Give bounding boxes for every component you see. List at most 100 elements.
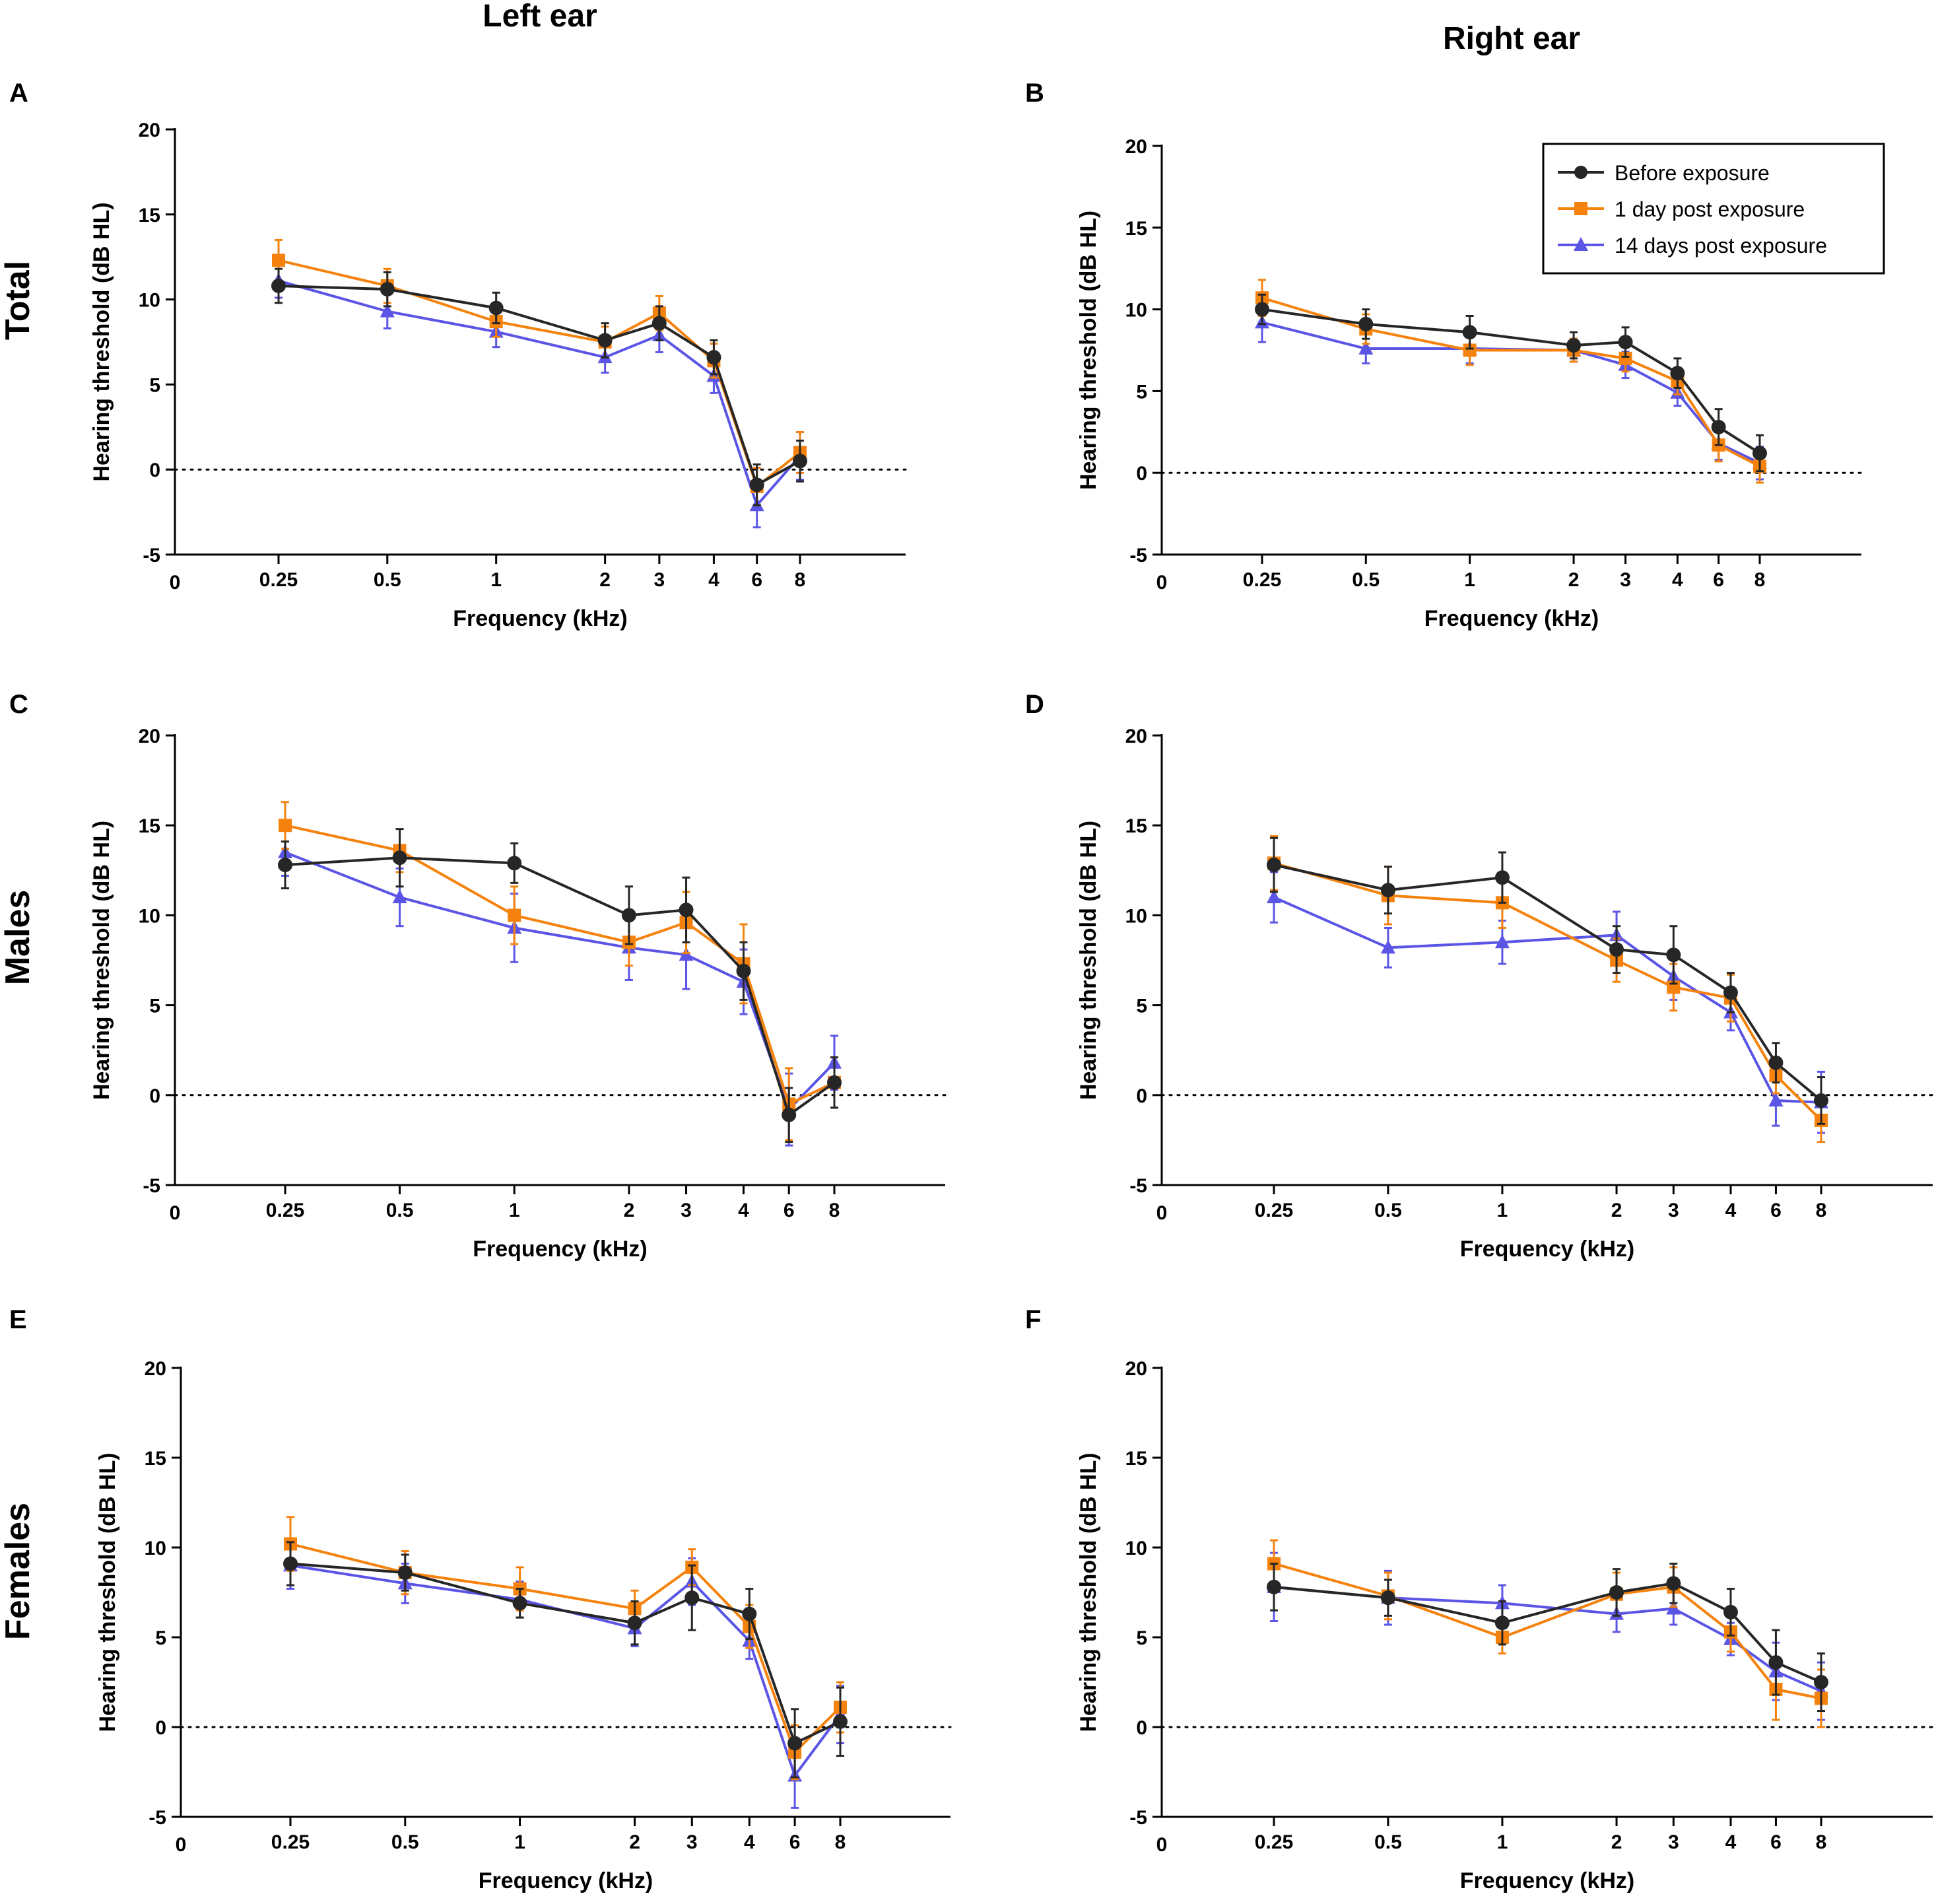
data-point-circle xyxy=(1814,1675,1828,1689)
series-line xyxy=(1273,862,1822,1122)
data-point-circle xyxy=(512,1596,527,1611)
data-point-circle xyxy=(507,856,522,871)
series-day1-c xyxy=(279,801,841,1141)
data-point-circle xyxy=(684,1590,700,1606)
data-point-triangle xyxy=(1380,939,1395,954)
series-before-f xyxy=(1267,1562,1828,1713)
y-tick-label-a: 15 xyxy=(139,205,160,226)
x-axis-title-d: Frequency (kHz) xyxy=(1460,1237,1635,1262)
x-tick-label-e: 3 xyxy=(686,1831,698,1853)
x-tick-label-a: 8 xyxy=(795,569,806,591)
data-point-circle xyxy=(827,1075,842,1090)
x-tick-label-f: 4 xyxy=(1725,1831,1737,1853)
y-tick-label-a: 10 xyxy=(139,290,160,312)
legend-marker-circle xyxy=(1574,166,1587,179)
y-tick-label-f: 0 xyxy=(1136,1717,1147,1739)
x-tick-label-a: 6 xyxy=(751,569,762,591)
y-tick-label-e: 5 xyxy=(155,1627,166,1649)
legend-item-day14: 14 days post exposure xyxy=(1558,234,1827,257)
data-point-circle xyxy=(782,1107,797,1122)
x-axis-title-e: Frequency (kHz) xyxy=(479,1868,653,1893)
data-point-circle xyxy=(1255,302,1269,317)
y-tick-label-a: 20 xyxy=(139,119,160,141)
series-before-c xyxy=(278,828,842,1143)
data-point-circle xyxy=(1462,325,1477,340)
series-line xyxy=(1273,896,1822,1104)
panel-letter-d: D xyxy=(1025,690,1044,719)
x-tick-label-d: 2 xyxy=(1611,1200,1622,1221)
data-point-triangle xyxy=(380,303,395,318)
x-tick-label-b: 3 xyxy=(1620,569,1631,591)
chart-panel-d: D -5 0 5 10 15 20 0 0.25 0.5 1 2 3 4 6 8 Frequency (kHz)… xyxy=(1025,690,1934,1262)
series-day14-d xyxy=(1267,871,1828,1134)
data-point-circle xyxy=(621,908,636,923)
series-line xyxy=(1273,1582,1822,1683)
legend-label-before: Before exposure xyxy=(1615,161,1770,185)
y-tick-label-d: 10 xyxy=(1125,905,1147,927)
panel-letter-a: A xyxy=(9,79,28,108)
series-before-b xyxy=(1255,293,1767,473)
data-point-circle xyxy=(1670,366,1685,381)
y-tick-label-f: 20 xyxy=(1125,1358,1147,1380)
data-point-circle xyxy=(1609,942,1624,957)
series-line xyxy=(278,279,801,507)
series-line xyxy=(1273,864,1822,1102)
legend-label-day1: 1 day post exposure xyxy=(1615,197,1805,221)
y-axis-title-f: Hearing threshold (dB HL) xyxy=(1076,1452,1101,1732)
y-tick-label-d: 20 xyxy=(1125,726,1147,747)
series-day14-c xyxy=(278,828,842,1147)
row-title-total: Total xyxy=(0,261,37,340)
y-tick-label-a: 5 xyxy=(149,374,160,396)
x-tick-label-a: 0.5 xyxy=(374,569,401,591)
x-tick-label-b: 1 xyxy=(1464,569,1475,591)
x-tick-label-d: 0.25 xyxy=(1255,1200,1293,1221)
data-point-circle xyxy=(271,278,286,293)
series-day14-e xyxy=(283,1541,848,1809)
y-tick-label-e: 10 xyxy=(145,1538,166,1559)
column-title-right-ear: Right ear xyxy=(1443,21,1580,56)
series-line xyxy=(284,851,836,1111)
y-tick-label-c: 10 xyxy=(139,905,160,927)
x-tick-label-d: 3 xyxy=(1668,1200,1679,1221)
data-point-circle xyxy=(706,350,721,365)
column-title-left-ear: Left ear xyxy=(483,0,597,34)
x-tick-label-b: 8 xyxy=(1754,569,1766,591)
y-tick-label-d: -5 xyxy=(1129,1175,1147,1197)
data-point-circle xyxy=(1666,947,1681,963)
x-origin-label-f: 0 xyxy=(1156,1834,1168,1856)
x-tick-label-b: 2 xyxy=(1568,569,1580,591)
data-point-circle xyxy=(736,963,751,978)
series-line xyxy=(1273,1562,1822,1700)
x-tick-label-d: 1 xyxy=(1497,1200,1508,1221)
chart-panel-f: F -5 0 5 10 15 20 0 0.25 0.5 1 2 3 4 6 8 Frequency (kHz)… xyxy=(1025,1305,1934,1893)
series-before-e xyxy=(283,1541,848,1779)
x-origin-label-d: 0 xyxy=(1156,1202,1168,1224)
series-line xyxy=(278,284,801,487)
data-point-circle xyxy=(1723,985,1738,1000)
data-point-circle xyxy=(1380,883,1395,898)
series-line xyxy=(284,824,835,1106)
y-tick-label-f: 10 xyxy=(1125,1538,1147,1559)
data-point-circle xyxy=(278,858,292,873)
data-point-circle xyxy=(1711,419,1726,434)
x-tick-label-d: 8 xyxy=(1816,1200,1827,1221)
legend-item-day1: 1 day post exposure xyxy=(1558,197,1805,221)
chart-panel-c: C -5 0 5 10 15 20 0 0.25 0.5 1 2 3 4 6 8 Frequency (kHz)… xyxy=(9,690,947,1262)
series-line xyxy=(290,1542,842,1754)
x-tick-label-e: 8 xyxy=(835,1831,846,1853)
legend-label-day14: 14 days post exposure xyxy=(1615,234,1827,257)
y-tick-label-e: 20 xyxy=(145,1358,166,1380)
y-tick-label-d: 15 xyxy=(1125,815,1147,837)
x-tick-label-a: 1 xyxy=(490,569,502,591)
series-line xyxy=(290,1562,841,1745)
series-day1-f xyxy=(1267,1539,1828,1728)
data-point-triangle xyxy=(392,889,407,904)
chart-panel-a: A -5 0 5 10 15 20 0 0.25 0.5 1 2 3 4 6 8 Frequency (kHz)… xyxy=(9,79,907,631)
x-tick-label-c: 4 xyxy=(738,1200,749,1221)
x-tick-label-b: 4 xyxy=(1672,569,1683,591)
x-origin-label-e: 0 xyxy=(176,1834,187,1856)
data-point-square xyxy=(1619,351,1632,365)
data-point-circle xyxy=(651,316,667,331)
x-tick-label-c: 0.25 xyxy=(266,1200,304,1221)
